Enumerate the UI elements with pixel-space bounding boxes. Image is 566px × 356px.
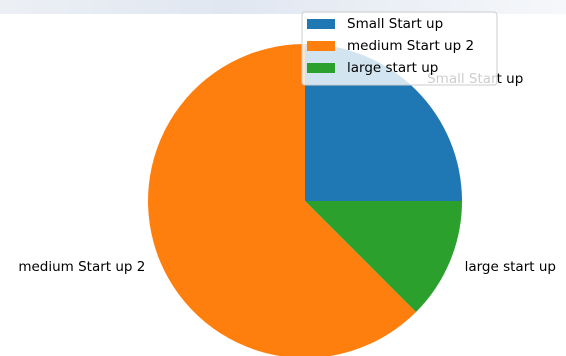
pie-slice-large-start-up — [305, 201, 462, 313]
legend-items: Small Start up medium Start up 2 large sta… — [307, 16, 474, 76]
legend-swatch-small-start-up — [307, 19, 335, 29]
legend-label-large-start-up: large start up — [347, 60, 438, 76]
pie-slices — [148, 44, 462, 356]
slice-label-medium-start-up-2: medium Start up 2 — [18, 259, 145, 275]
background-strip — [0, 0, 566, 14]
pie-slice-medium-start-up-2 — [148, 44, 417, 356]
legend-swatch-medium-start-up-2 — [307, 41, 335, 51]
legend-swatch-large-start-up — [307, 63, 335, 73]
legend-label-small-start-up: Small Start up — [347, 16, 443, 32]
slice-label-large-start-up: large start up — [465, 259, 556, 275]
legend-label-medium-start-up-2: medium Start up 2 — [347, 38, 474, 54]
legend-box — [301, 11, 498, 86]
legend: Small Start up medium Start up 2 large sta… — [301, 11, 498, 86]
